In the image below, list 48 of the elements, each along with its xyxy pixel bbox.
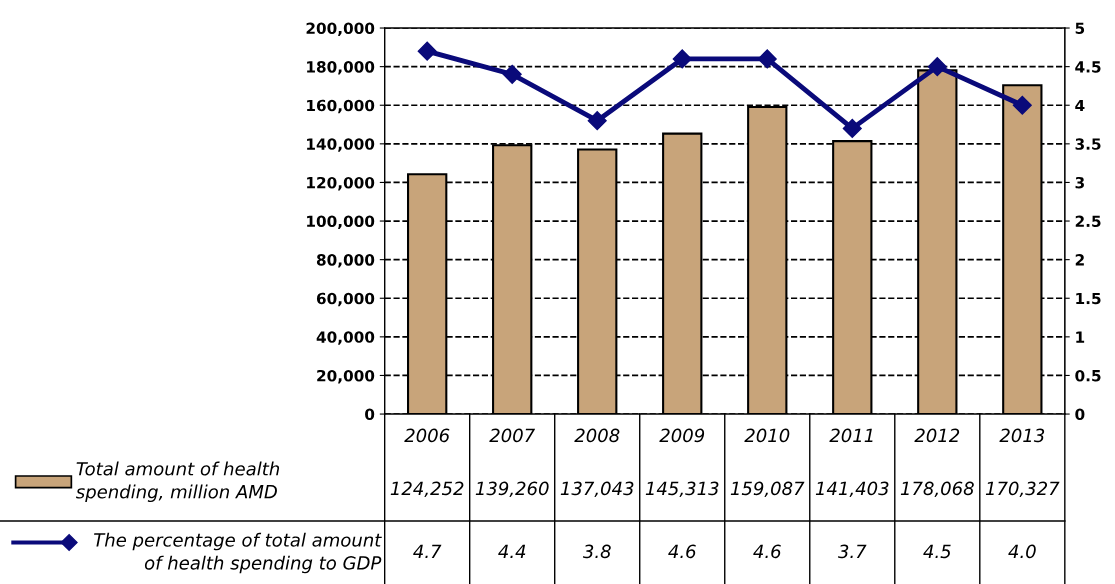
y-tick-label: 200,000 xyxy=(306,22,375,37)
data-label: 4.5 xyxy=(923,544,951,559)
data-label: 178,068 xyxy=(900,481,974,498)
data-label: 4.0 xyxy=(1008,544,1036,559)
y-tick-label: 60,000 xyxy=(316,292,375,307)
legend-label: The percentage of total amount of health spending to GDP xyxy=(94,532,382,574)
y2-tick-label: 2 xyxy=(1075,254,1084,266)
data-label: 4.4 xyxy=(498,544,526,558)
data-label: 124,252 xyxy=(390,481,464,498)
y2-tick-label: 1.5 xyxy=(1076,292,1101,305)
x-tick-label: 2013 xyxy=(999,428,1045,443)
y-tick-label: 180,000 xyxy=(307,61,375,75)
y-tick-label: 120,000 xyxy=(307,176,375,191)
y2-tick-label: 1 xyxy=(1076,331,1085,343)
data-label: 3.8 xyxy=(582,544,611,559)
y-tick-label: 20,000 xyxy=(317,369,375,384)
data-label: 4.7 xyxy=(413,544,442,558)
x-tick-label: 2010 xyxy=(744,428,790,443)
y-tick-label: 40,000 xyxy=(316,331,375,345)
y2-tick-label: 5 xyxy=(1075,22,1085,35)
y2-tick-label: 4 xyxy=(1075,99,1085,112)
y-tick-label: 160,000 xyxy=(307,99,375,114)
data-label: 141,403 xyxy=(815,481,889,498)
y2-tick-label: 0 xyxy=(1075,408,1085,421)
x-tick-label: 2009 xyxy=(659,428,705,443)
y-tick-label: 80,000 xyxy=(316,254,375,268)
y-tick-label: 140,000 xyxy=(307,138,375,152)
data-label: 4.6 xyxy=(668,544,696,559)
y-tick-label: 100,000 xyxy=(307,215,375,230)
x-tick-label: 2007 xyxy=(489,428,536,443)
y2-tick-label: 2.5 xyxy=(1075,215,1101,228)
legend-label: Total amount of health spending, million AMD xyxy=(76,461,280,503)
y2-tick-label: 3.5 xyxy=(1075,138,1101,150)
data-label: 137,043 xyxy=(560,481,634,498)
y2-tick-label: 3 xyxy=(1075,176,1084,189)
x-tick-label: 2006 xyxy=(404,428,450,443)
data-label: 170,327 xyxy=(985,481,1060,498)
x-tick-label: 2012 xyxy=(914,428,960,443)
data-label: 3.7 xyxy=(837,544,867,559)
x-tick-label: 2011 xyxy=(829,428,873,443)
y-tick-label: 0 xyxy=(365,408,375,421)
y2-tick-label: 0.5 xyxy=(1075,369,1101,382)
y2-tick-label: 4.5 xyxy=(1075,61,1101,73)
data-label: 145,313 xyxy=(645,481,719,498)
data-label: 159,087 xyxy=(730,481,805,498)
x-tick-label: 2008 xyxy=(574,428,620,443)
data-label: 139,260 xyxy=(475,481,549,498)
data-label: 4.6 xyxy=(753,544,781,559)
